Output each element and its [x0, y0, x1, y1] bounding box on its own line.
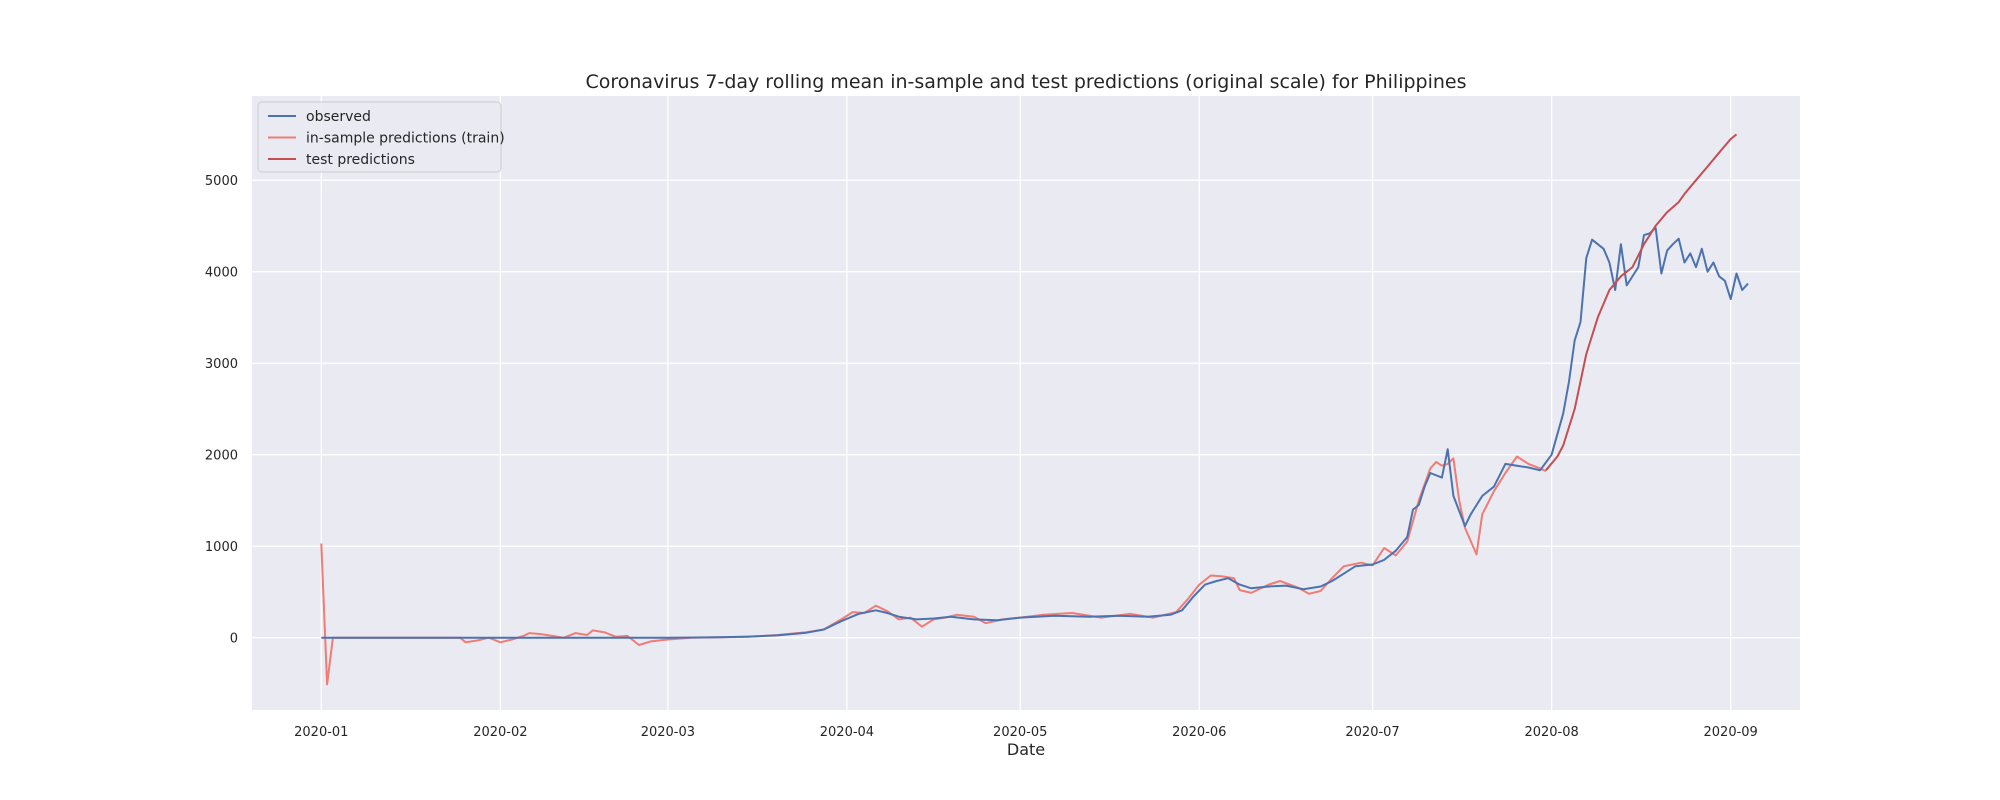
legend-label: observed [306, 109, 371, 125]
series-line-observed [321, 226, 1749, 639]
x-tick-label: 2020-02 [473, 725, 527, 740]
y-tick-labels: 0 1000 2000 3000 4000 5000 [205, 174, 238, 647]
plot-area [252, 96, 1800, 710]
x-tick-label: 2020-06 [1172, 725, 1226, 740]
legend-box [257, 101, 502, 173]
y-tick-label: 5000 [205, 174, 238, 189]
y-tick-label: 4000 [205, 266, 238, 281]
x-tick-label: 2020-08 [1524, 725, 1578, 740]
y-tick-label: 3000 [205, 357, 238, 372]
y-tick-label: 2000 [205, 449, 238, 464]
x-tick-label: 2020-04 [820, 725, 874, 740]
x-tick-label: 2020-05 [993, 725, 1047, 740]
legend-label: in-sample predictions (train) [306, 131, 505, 147]
x-tick-label: 2020-01 [294, 725, 348, 740]
x-tick-label: 2020-03 [641, 725, 695, 740]
grid-y [252, 179, 1800, 639]
series-layer [320, 133, 1749, 686]
x-tick-labels: 2020-01 2020-02 2020-03 2020-04 2020-05 2020-… [294, 725, 1758, 740]
x-axis-label: Date [1007, 740, 1045, 759]
legend-label: test predictions [306, 152, 415, 168]
series-line-test-predictions [1545, 133, 1738, 471]
y-tick-label: 1000 [205, 540, 238, 555]
x-tick-label: 2020-09 [1704, 725, 1758, 740]
grid-x [320, 96, 1732, 710]
chart-title: Coronavirus 7-day rolling mean in-sample… [585, 71, 1466, 93]
y-tick-label: 0 [230, 632, 238, 647]
x-tick-label: 2020-07 [1345, 725, 1399, 740]
legend: observed in-sample predictions (train) tes… [257, 101, 505, 173]
